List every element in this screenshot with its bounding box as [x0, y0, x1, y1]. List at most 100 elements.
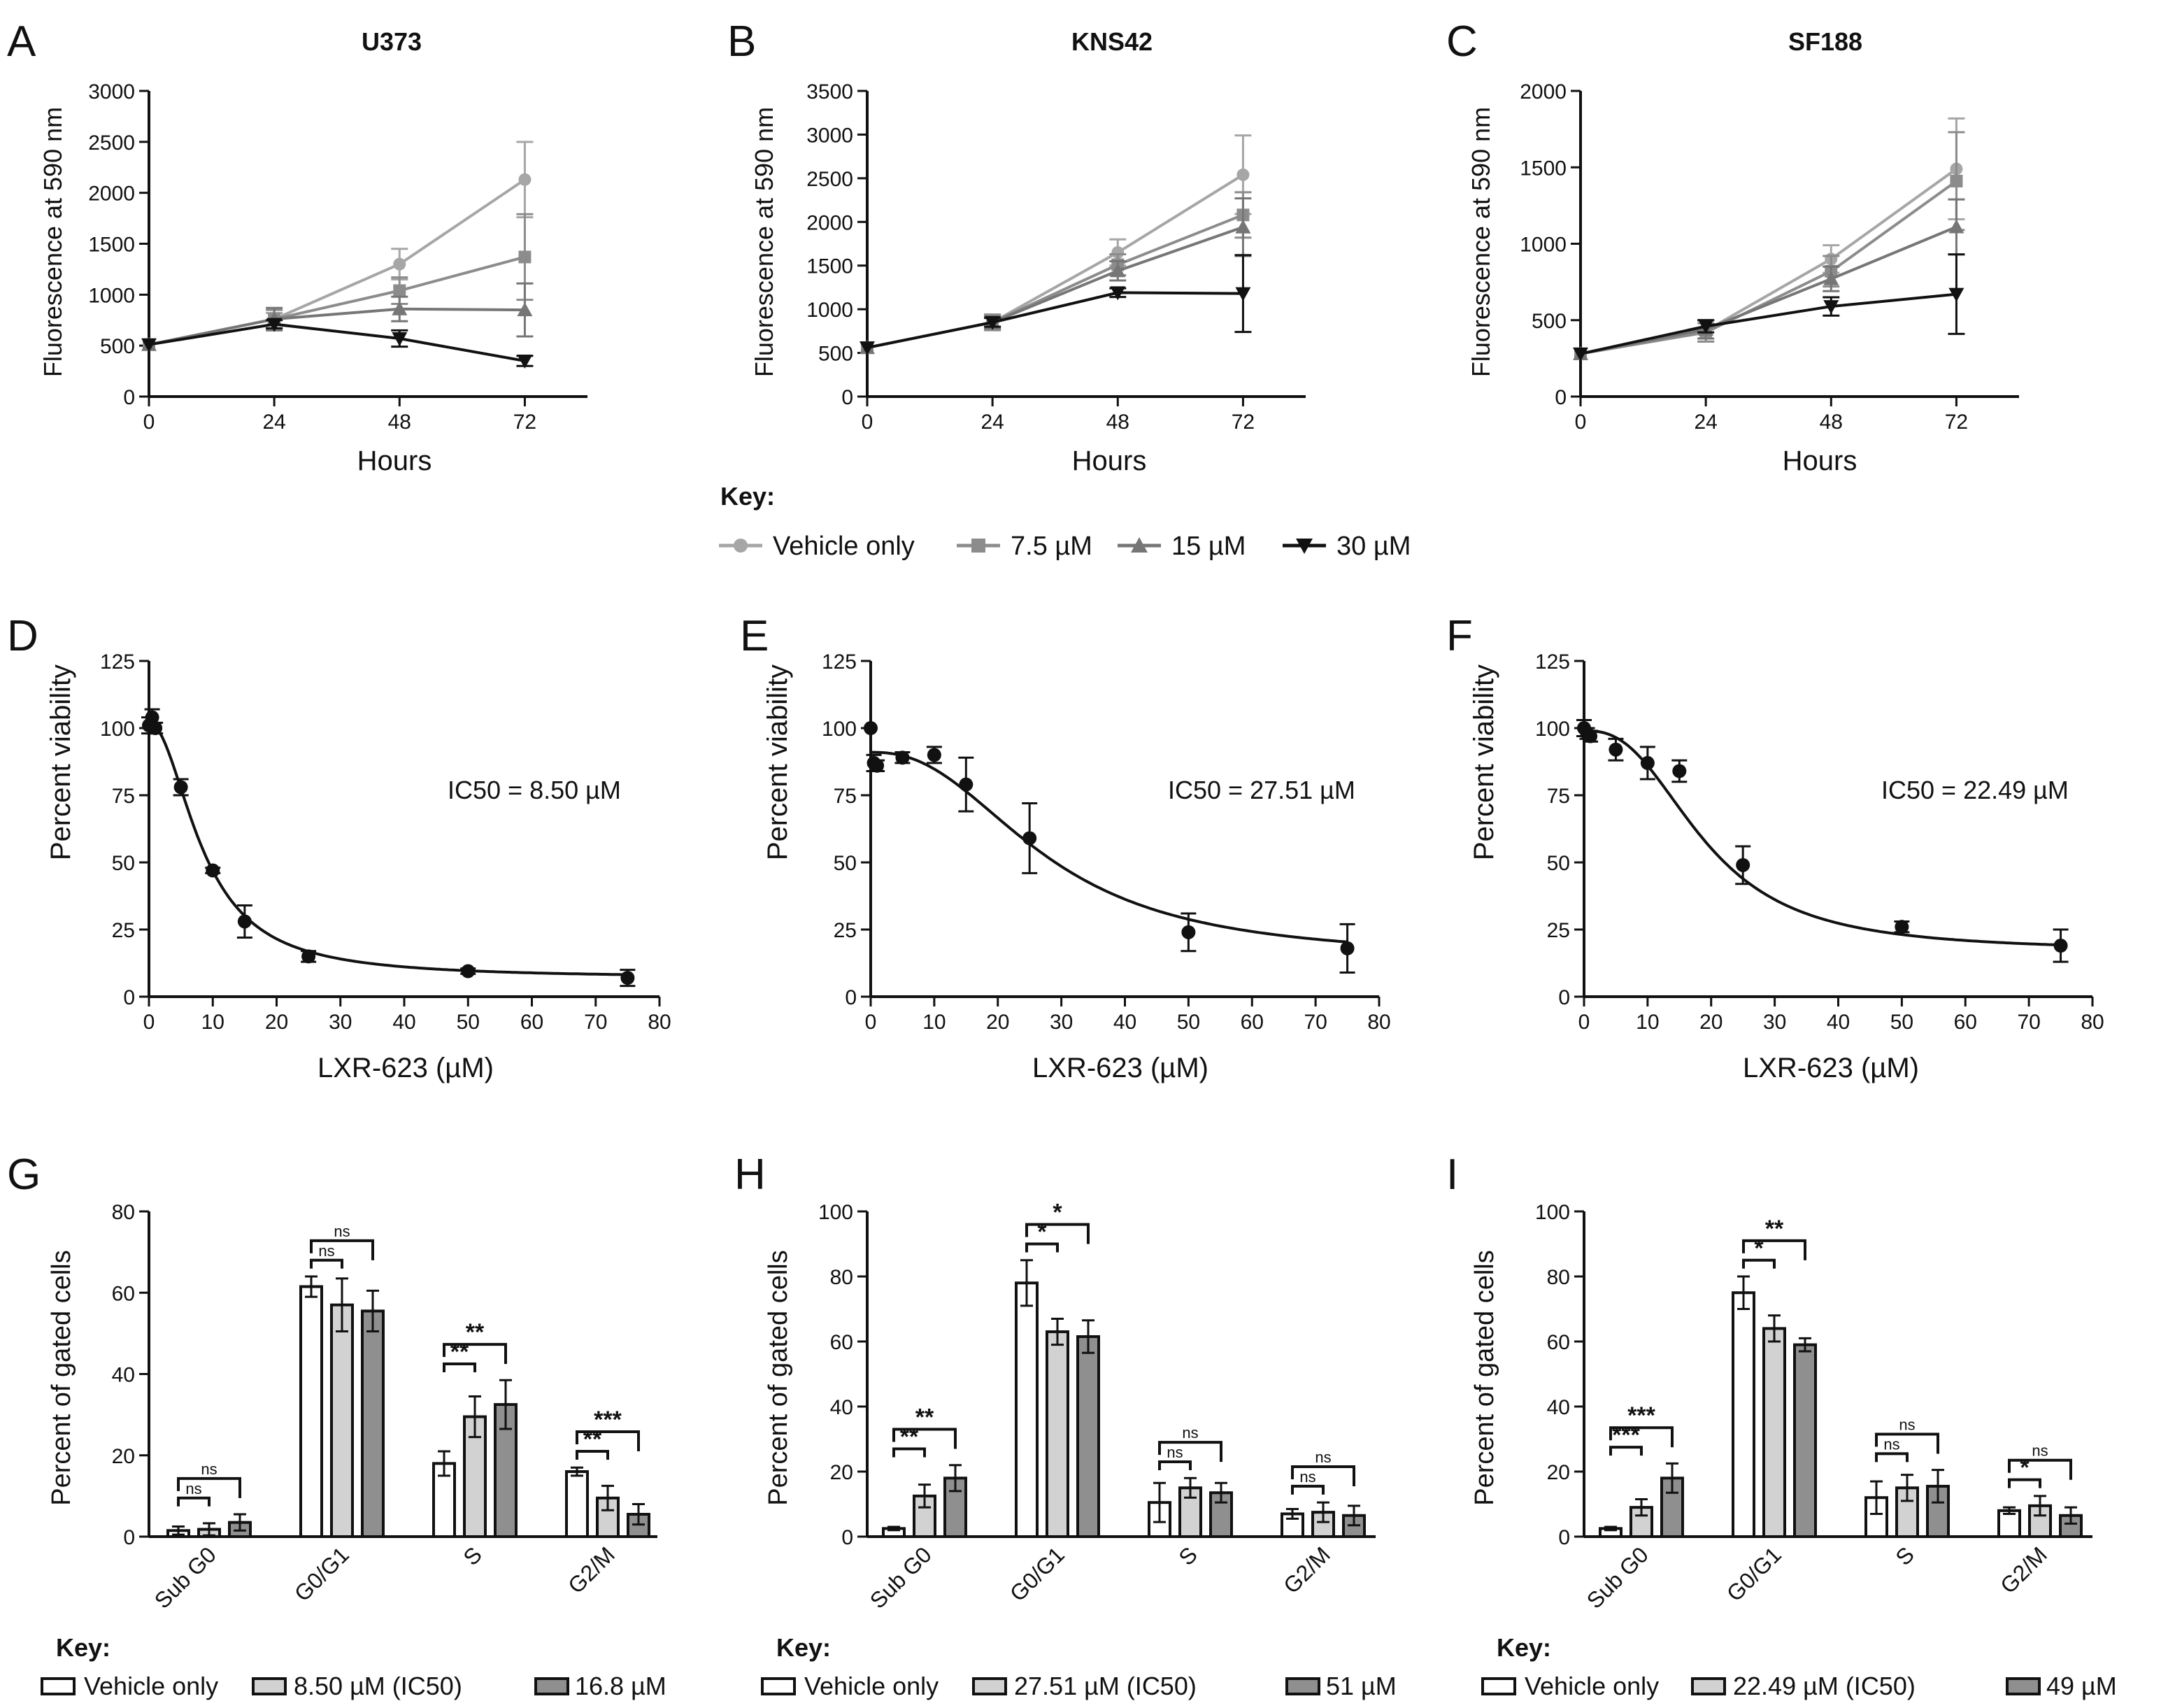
data-point: [237, 914, 252, 929]
y-tick-label: 0: [123, 986, 135, 1009]
y-axis-label: Percent of gated cells: [47, 1250, 76, 1505]
panel-letter: C: [1446, 17, 1478, 66]
y-tick-label: 0: [1558, 1526, 1570, 1549]
svg-text:Vehicle only: Vehicle only: [773, 532, 915, 561]
legend-title: Key:: [720, 482, 775, 511]
legend-item-7-5: 7.5 µM: [957, 532, 1092, 561]
data-point: [1950, 174, 1963, 187]
y-tick-label: 100: [1535, 718, 1570, 741]
x-tick-label: 24: [262, 411, 285, 434]
series-line: [148, 307, 525, 346]
data-point: [1895, 920, 1909, 934]
significance-bracket: [177, 1496, 211, 1507]
y-tick-label: 3500: [806, 80, 853, 104]
svg-text:51 µM: 51 µM: [1326, 1672, 1397, 1700]
x-tick-label: 0: [143, 411, 155, 434]
svg-text:16.8 µM: 16.8 µM: [575, 1672, 666, 1700]
y-tick-label: 25: [1547, 919, 1570, 942]
y-tick-label: 2500: [806, 168, 853, 191]
series-line: [148, 178, 526, 346]
data-point: [1235, 287, 1251, 301]
y-tick-label: 100: [100, 718, 135, 741]
y-tick-label: 100: [1535, 1201, 1570, 1224]
y-tick-label: 125: [100, 650, 135, 674]
category-label: S: [1174, 1542, 1202, 1570]
legend-title: Key:: [56, 1633, 110, 1662]
category-label: Sub G0: [150, 1542, 221, 1613]
x-tick-label: 10: [201, 1011, 224, 1034]
y-tick-label: 20: [830, 1461, 853, 1484]
svg-text:Vehicle only: Vehicle only: [804, 1672, 939, 1700]
y-tick-label: 80: [830, 1266, 853, 1289]
x-tick-label: 20: [1699, 1011, 1723, 1034]
tick-labels: 0 25 50 75 100 125 0 10 20 30 40 50 60 70 80: [1535, 650, 2104, 1034]
significance-bracket: [177, 1476, 241, 1498]
x-tick-label: 30: [1763, 1011, 1786, 1034]
square-marker-icon: [971, 539, 985, 553]
data-point: [959, 777, 974, 792]
category-label: G2/M: [1278, 1542, 1335, 1598]
ic50-annotation: IC50 = 27.51 µM: [1168, 776, 1355, 804]
x-tick-label: 48: [388, 411, 411, 434]
data-point: [620, 971, 635, 985]
data-point: [985, 315, 1001, 330]
axes: [1574, 1210, 2092, 1538]
significance-label: *: [1037, 1219, 1047, 1246]
significance-label: ns: [185, 1480, 201, 1497]
bar-legend-I: Key: Vehicle only 22.49 µM (IC50) 49 µM: [1481, 1633, 2117, 1700]
x-tick-label: 10: [922, 1011, 946, 1034]
ic50-annotation: IC50 = 8.50 µM: [448, 776, 621, 804]
data-point: [1672, 764, 1687, 778]
significance-bracket: [310, 1258, 343, 1269]
series-line: [1580, 167, 1957, 355]
svg-text:30 µM: 30 µM: [1336, 532, 1411, 561]
data-point: [1583, 729, 1598, 743]
swatch-dark: [1285, 1677, 1320, 1695]
data-marks: [1576, 718, 2069, 963]
data-point: [1948, 219, 1964, 234]
y-tick-label: 2000: [1520, 80, 1567, 104]
significance-label: **: [583, 1426, 602, 1453]
y-tick-label: 40: [1547, 1396, 1570, 1419]
panel-letter: H: [734, 1151, 766, 1199]
x-tick-label: 60: [1954, 1011, 1977, 1034]
data-point: [1736, 857, 1750, 872]
legend-item-vehicle: Vehicle only: [719, 532, 915, 561]
significance-label: ns: [201, 1460, 217, 1478]
significance-label: ns: [1315, 1449, 1331, 1466]
swatch-light: [252, 1677, 287, 1695]
data-point: [927, 748, 941, 762]
data-point: [1181, 925, 1196, 939]
data-point: [1609, 742, 1623, 757]
tick-labels: 0 500 1000 1500 2000 0 24 48 72: [1520, 80, 1968, 434]
significance-label: ***: [1612, 1422, 1640, 1449]
y-tick-label: 1500: [806, 255, 853, 278]
significance-bracket: [443, 1343, 507, 1365]
x-axis-label: LXR-623 (µM): [318, 1053, 494, 1083]
significance-bracket: [1158, 1460, 1192, 1471]
data-marks: [141, 708, 636, 988]
y-tick-label: 60: [1547, 1331, 1570, 1354]
panel-letter: I: [1446, 1151, 1458, 1199]
significance-bracket: [892, 1447, 926, 1458]
svg-text:7.5 µM: 7.5 µM: [1011, 532, 1092, 561]
swatch-white: [1481, 1677, 1516, 1695]
chart-panel-I: I Percent of gated cells 0 20 40 60 80 100 Sub…: [1446, 1151, 2092, 1614]
y-tick-label: 125: [822, 650, 857, 674]
bar: [1015, 1281, 1039, 1539]
series-line: [867, 173, 1244, 350]
significance-label: ns: [1899, 1416, 1915, 1434]
x-tick-label: 70: [584, 1011, 607, 1034]
x-tick-label: 72: [1945, 411, 1968, 434]
y-tick-label: 1500: [88, 234, 135, 257]
significance-label: **: [450, 1339, 469, 1365]
y-tick-label: 50: [834, 852, 857, 875]
y-tick-label: 75: [834, 785, 857, 808]
bar: [1076, 1335, 1100, 1539]
data-point: [1698, 320, 1714, 334]
bar: [299, 1285, 323, 1538]
x-tick-label: 80: [648, 1011, 671, 1034]
